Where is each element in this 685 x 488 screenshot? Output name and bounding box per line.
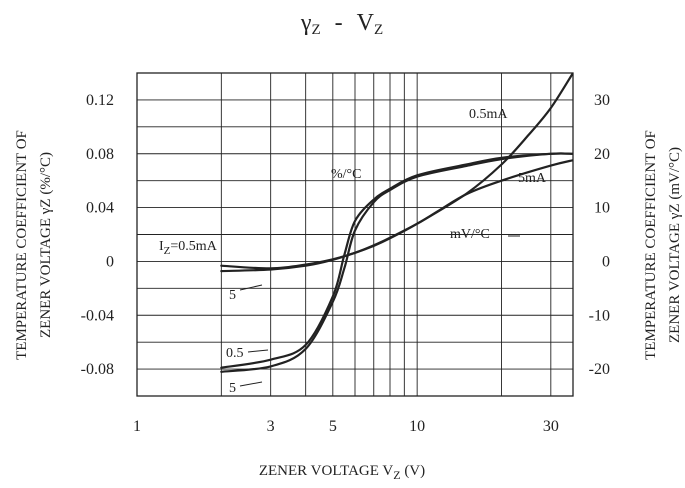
x-tick-label: 1	[133, 418, 141, 435]
series-line-1	[220, 152, 573, 369]
annotation-mv-group: mV/°C	[450, 227, 490, 242]
y-axis-label-left-line1: TEMPERATURE COEFFICIENT OF	[14, 130, 30, 360]
annotation-pct-5: 5	[229, 381, 236, 396]
title-v-sub: Z	[374, 22, 383, 38]
leader-pct-5	[239, 381, 263, 387]
chart-title: γZ - VZ	[300, 10, 383, 38]
curves	[220, 73, 573, 373]
annotation-pct-5-top: 5mA	[518, 171, 547, 186]
annotation-leaders	[239, 235, 520, 387]
x-axis-label: ZENER VOLTAGE VZ (V)	[259, 463, 425, 482]
title-sep: -	[335, 10, 343, 36]
y-tick-label-right: -20	[589, 361, 610, 378]
y-axis-label-left: TEMPERATURE COEFFICIENT OF ZENER VOLTAGE…	[14, 130, 54, 360]
x-axis-label-sub: Z	[393, 468, 400, 482]
title-gamma-sub: Z	[311, 22, 320, 38]
plot-frame	[136, 72, 574, 397]
y-tick-label-right: -10	[589, 307, 610, 324]
y-tick-label-left: 0.08	[86, 146, 114, 163]
x-tick-label: 30	[543, 418, 559, 435]
gridlines	[137, 73, 573, 396]
leader-pct-05	[247, 349, 269, 353]
y-tick-label-left: 0	[106, 253, 114, 270]
annotation-iz-sub: Z	[164, 245, 171, 257]
x-axis-label-text: ZENER VOLTAGE V	[259, 463, 394, 479]
series-line-4	[220, 159, 573, 270]
annotation-iz-value: =0.5mA	[170, 239, 217, 254]
y-tick-label-left: 0.04	[86, 200, 114, 217]
y-tick-label-right: 0	[602, 253, 610, 270]
y-axis-label-right-line1: TEMPERATURE COEFFICIENT OF	[643, 130, 659, 360]
annotation-iz: IZ=0.5mA	[159, 239, 218, 257]
y-axis-label-left-line2: ZENER VOLTAGE γZ (%/°C)	[38, 152, 54, 338]
y-tick-label-right: 30	[594, 92, 610, 109]
series-line-2	[220, 152, 573, 373]
x-axis-label-unit: (V)	[401, 463, 426, 479]
y-axis-label-right-line2: ZENER VOLTAGE γZ (mV/°C)	[667, 147, 683, 343]
title-gamma: γ	[300, 10, 312, 36]
y-tick-label-right: 10	[594, 200, 610, 217]
title-v: V	[357, 10, 375, 36]
y-tick-label-right: 20	[594, 146, 610, 163]
annotation-iz-prefix: I	[159, 239, 164, 254]
y-tick-label-left: -0.08	[81, 361, 114, 378]
x-tick-label: 3	[267, 418, 275, 435]
y-axis-label-right: TEMPERATURE COEFFICIENT OF ZENER VOLTAGE…	[643, 130, 683, 360]
x-tick-label: 10	[409, 418, 425, 435]
tick-labels: 1 3 5 10 30 0.12 0.08 0.04 0 -0.04 -0.08 30 20 10 0 -10…	[81, 92, 610, 435]
annotation-pct-group: %/°C	[331, 167, 362, 182]
annotation-mv-5: 5	[229, 288, 236, 303]
leader-mv-5	[239, 284, 263, 291]
annotation-pct-05: 0.5	[226, 346, 244, 361]
annotation-mv-05-top: 0.5mA	[469, 107, 508, 122]
x-tick-label: 5	[329, 418, 337, 435]
y-tick-label-left: -0.04	[81, 307, 114, 324]
y-tick-label-left: 0.12	[86, 92, 114, 109]
